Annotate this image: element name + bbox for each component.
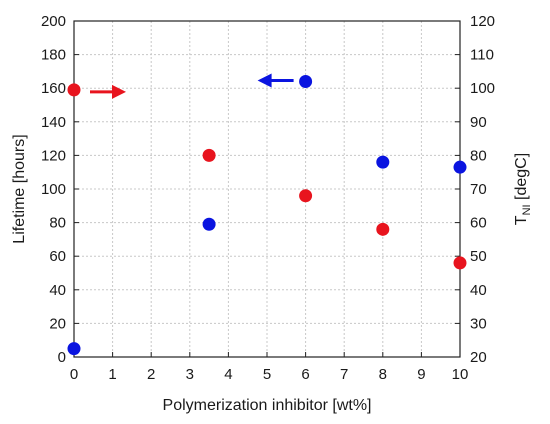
x-tick-label: 7 [340, 366, 348, 383]
axis-ticks: 0 1 2 3 4 5 6 7 8 9 100204060801001201401601802002… [41, 13, 495, 383]
y-right-tick-label: 100 [470, 80, 495, 97]
tni-point [67, 83, 81, 97]
x-tick-label: 6 [301, 366, 309, 383]
y-left-tick-label: 40 [49, 282, 66, 299]
y-right-tick-label: 90 [470, 114, 487, 131]
arrow-left-head-icon [257, 73, 272, 88]
y-right-tick-label: 50 [470, 248, 487, 265]
data-points [67, 74, 467, 356]
grid [74, 21, 460, 357]
y-left-tick-label: 80 [49, 215, 66, 232]
y-left-tick-label: 100 [41, 181, 66, 198]
x-tick-label: 3 [186, 366, 194, 383]
x-tick-label: 8 [379, 366, 387, 383]
y-right-tick-label: 80 [470, 147, 487, 164]
y-left-tick-label: 140 [41, 114, 66, 131]
lifetime-point [453, 160, 467, 174]
y-left-tick-label: 0 [58, 349, 66, 366]
y-left-tick-label: 180 [41, 47, 66, 64]
lifetime-point [299, 74, 313, 88]
y-left-tick-label: 160 [41, 80, 66, 97]
x-tick-label: 9 [417, 366, 425, 383]
y-right-axis-title: TNI [degC] [513, 153, 533, 225]
y-right-tick-label: 70 [470, 181, 487, 198]
y-right-tick-label: 40 [470, 282, 487, 299]
lifetime-point [202, 217, 216, 231]
lifetime-point [67, 342, 81, 356]
y-left-tick-label: 120 [41, 147, 66, 164]
y-left-tick-label: 20 [49, 315, 66, 332]
tni-point [202, 148, 216, 162]
y-right-title-unit: [degC] [513, 153, 530, 205]
x-tick-label: 5 [263, 366, 271, 383]
arrow-right-head-icon [112, 84, 126, 99]
x-tick-label: 2 [147, 366, 155, 383]
x-axis-title: Polymerization inhibitor [wt%] [163, 397, 372, 414]
y-left-axis-title: Lifetime [hours] [11, 134, 28, 243]
tni-point [453, 256, 467, 270]
y-right-tick-label: 30 [470, 315, 487, 332]
y-right-tick-label: 120 [470, 13, 495, 30]
x-tick-label: 0 [70, 366, 78, 383]
y-right-tick-label: 20 [470, 349, 487, 366]
y-right-tick-label: 110 [470, 47, 494, 64]
x-tick-label: 1 [108, 366, 116, 383]
tni-point [376, 222, 390, 236]
y-right-tick-label: 60 [470, 215, 487, 232]
x-tick-label: 10 [452, 366, 469, 383]
tni-point [299, 189, 313, 203]
y-right-title-sub: NI [521, 204, 533, 215]
annotations [90, 73, 294, 99]
y-left-tick-label: 60 [49, 248, 66, 265]
lifetime-point [376, 155, 390, 169]
y-left-tick-label: 200 [41, 13, 66, 30]
x-tick-label: 4 [224, 366, 232, 383]
y-right-title-main: T [513, 215, 530, 225]
